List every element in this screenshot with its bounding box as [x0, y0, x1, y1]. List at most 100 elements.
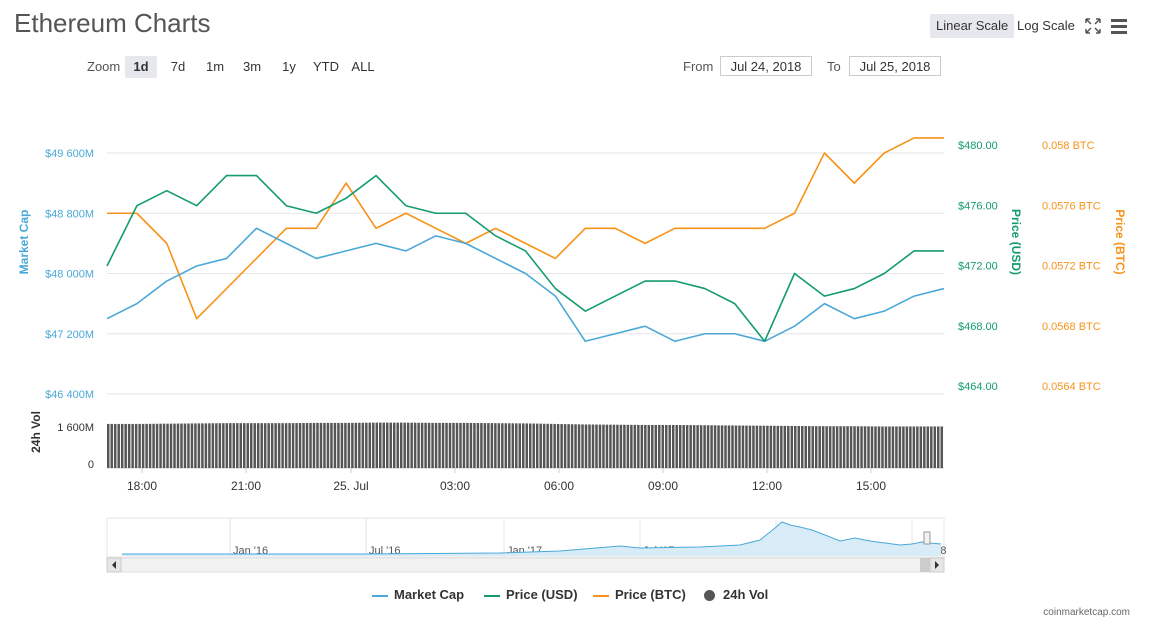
volume-bar [532, 423, 535, 468]
volume-bar [434, 422, 438, 468]
legend-price-usd[interactable]: Price (USD) [484, 587, 578, 602]
volume-bar [675, 424, 678, 468]
zoom-3m-button[interactable]: 3m [242, 59, 262, 74]
scrollbar-thumb[interactable] [920, 558, 930, 572]
volume-bar [267, 423, 270, 468]
page-title: Ethereum Charts [14, 8, 211, 38]
volume-bar [180, 423, 183, 468]
volume-bar [797, 426, 801, 468]
volume-bar [480, 423, 483, 468]
volume-bar [895, 426, 898, 468]
zoom-ytd-button[interactable]: YTD [313, 59, 339, 74]
volume-bar [208, 423, 211, 468]
volume-bar [595, 424, 598, 468]
volume-bar [783, 425, 787, 468]
volume-bar [406, 422, 410, 468]
linear-scale-button[interactable]: Linear Scale [930, 14, 1015, 38]
credits-link[interactable]: coinmarketcap.com [1043, 607, 1130, 618]
to-date-input[interactable]: Jul 25, 2018 [849, 56, 941, 76]
price-btc-swatch [593, 595, 609, 597]
scrollbar-track[interactable] [106, 557, 945, 573]
volume-bar [619, 424, 623, 468]
legend-price-btc[interactable]: Price (BTC) [593, 587, 686, 602]
volume-bar [853, 426, 856, 468]
volume-bar [591, 424, 595, 468]
volume-bar [912, 426, 916, 468]
volume-bar [152, 423, 155, 468]
volume-bar [581, 424, 584, 468]
volume-bar [420, 422, 424, 468]
volume-bar [849, 426, 853, 468]
volume-bar [305, 422, 309, 468]
volume-bar [602, 424, 605, 468]
volume-bar [403, 422, 406, 468]
fullscreen-icon[interactable] [1083, 16, 1103, 36]
volume-bar [870, 426, 874, 468]
legend-24h-vol[interactable]: 24h Vol [704, 587, 768, 602]
volume-bar [141, 423, 145, 468]
volume-bar [626, 424, 630, 468]
market-cap-tick-label: $47 200M [45, 329, 94, 341]
volume-bar [204, 423, 208, 468]
volume-bar [365, 422, 368, 468]
legend-market-cap[interactable]: Market Cap [372, 587, 464, 602]
menu-icon[interactable] [1109, 16, 1129, 36]
x-tick-label: 03:00 [440, 479, 470, 493]
volume-bar [745, 425, 748, 468]
volume-bar [553, 423, 556, 468]
legend-price-btc-label: Price (BTC) [615, 587, 686, 602]
volume-bar [110, 423, 113, 468]
zoom-all-button[interactable]: ALL [351, 59, 375, 74]
from-date-input[interactable]: Jul 24, 2018 [720, 56, 812, 76]
zoom-1y-button[interactable]: 1y [282, 59, 296, 74]
volume-bar [298, 423, 302, 468]
price-usd-line [106, 174, 944, 343]
volume-bar [372, 422, 375, 468]
volume-bar [539, 423, 542, 468]
volume-bar [525, 423, 528, 468]
navigator-handle[interactable] [923, 531, 931, 545]
volume-bar [577, 424, 581, 468]
volume-bar [515, 423, 518, 468]
volume-bar [902, 426, 905, 468]
volume-bar [741, 425, 745, 468]
volume-bar [560, 424, 563, 468]
price-btc-tick-label: 0.0568 BTC [1042, 321, 1101, 333]
volume-bar [222, 423, 225, 468]
volume-bar [508, 423, 511, 468]
volume-bar [504, 423, 508, 468]
volume-bar [448, 422, 452, 468]
zoom-1d-button[interactable]: 1d [125, 56, 157, 78]
volume-bar [748, 425, 752, 468]
zoom-1m-button[interactable]: 1m [205, 59, 225, 74]
volume-bar [846, 426, 849, 468]
price-btc-tick-label: 0.0564 BTC [1042, 381, 1101, 393]
volume-bar [563, 424, 567, 468]
volume-bar [699, 425, 703, 468]
zoom-7d-button[interactable]: 7d [170, 59, 186, 74]
volume-bar [919, 426, 923, 468]
volume-bar [933, 426, 937, 468]
volume-bar [270, 423, 274, 468]
volume-bar [494, 423, 497, 468]
axes: $49 600M $48 800M $48 000M $47 200M $46 400M… [17, 140, 1127, 493]
volume-bar [194, 423, 197, 468]
volume-bar [860, 426, 863, 468]
volume-bar [281, 423, 284, 468]
volume-bar [856, 426, 860, 468]
volume-bar [668, 424, 671, 468]
x-tick-label: 12:00 [752, 479, 782, 493]
volume-bar [584, 424, 588, 468]
volume-bar [358, 422, 361, 468]
x-tick-label: 25. Jul [333, 479, 368, 493]
volume-bar [773, 425, 776, 468]
volume-bar [344, 422, 347, 468]
volume-bar [588, 424, 591, 468]
volume-bar [396, 422, 399, 468]
volume-bar [842, 426, 846, 468]
log-scale-button[interactable]: Log Scale [1017, 18, 1075, 33]
volume-bar [459, 422, 462, 468]
volume-bar [867, 426, 870, 468]
